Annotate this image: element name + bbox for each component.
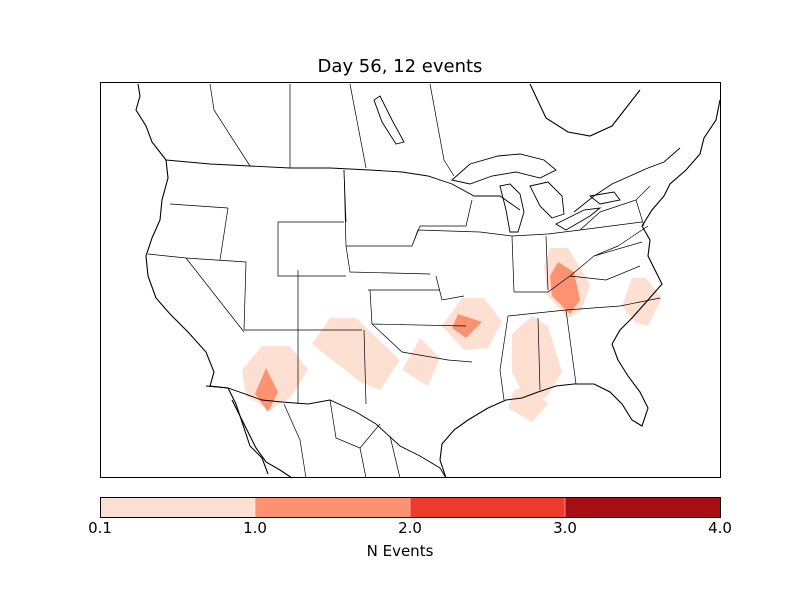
- country-border-layer: [165, 147, 681, 479]
- lake-huron: [529, 181, 565, 219]
- baja-coastline: [231, 399, 293, 479]
- lake-ontario: [588, 191, 621, 205]
- event-region-panhandle: [312, 318, 400, 390]
- event-region-oklahoma: [402, 338, 440, 386]
- event-region-mississippi-alabama: [512, 316, 562, 398]
- us-mexico-border: [205, 385, 447, 479]
- colorbar-tick-label: 0.1: [88, 519, 112, 537]
- event-region-gulf-coast: [508, 386, 548, 422]
- colorbar-segment: [410, 498, 565, 517]
- colorbar-frame: [100, 497, 721, 518]
- colorbar-segment: [255, 498, 410, 517]
- event-region-kentucky-tennessee-core: [550, 262, 580, 314]
- colorbar: [100, 498, 720, 517]
- gulf-coastline: [439, 343, 649, 479]
- us-canada-border-east: [573, 147, 681, 213]
- colorbar-tick-label: 3.0: [553, 519, 577, 537]
- lake-winnipeg: [373, 95, 405, 145]
- us-canada-border: [165, 159, 521, 211]
- lake-michigan: [499, 183, 525, 233]
- lake-superior: [451, 153, 557, 185]
- atlantic-coastline: [611, 99, 721, 345]
- lake-erie: [555, 207, 602, 231]
- coastline-layer: [135, 83, 721, 479]
- colorbar-tick-label: 2.0: [398, 519, 422, 537]
- map-frame: [100, 82, 721, 478]
- colorbar-segment: [100, 498, 255, 517]
- state-lines-central: [343, 169, 481, 405]
- mexico-state-lines: [283, 399, 401, 479]
- great-lakes-layer: [373, 95, 621, 233]
- map-title: Day 56, 12 events: [317, 56, 483, 77]
- colorbar-segment: [565, 498, 720, 517]
- event-heat-layer: [242, 248, 662, 422]
- state-lines-east: [479, 185, 661, 401]
- canada-province-lines: [209, 83, 455, 177]
- event-region-north-carolina: [622, 278, 662, 326]
- hudson-bay-edge: [529, 83, 641, 137]
- event-region-arkansas-missouri-core: [452, 314, 482, 338]
- west-coastline: [135, 83, 269, 475]
- colorbar-tick-label: 1.0: [243, 519, 267, 537]
- state-border-layer: [147, 83, 661, 479]
- colorbar-tick-label: 4.0: [708, 519, 732, 537]
- colorbar-label: N Events: [366, 542, 434, 560]
